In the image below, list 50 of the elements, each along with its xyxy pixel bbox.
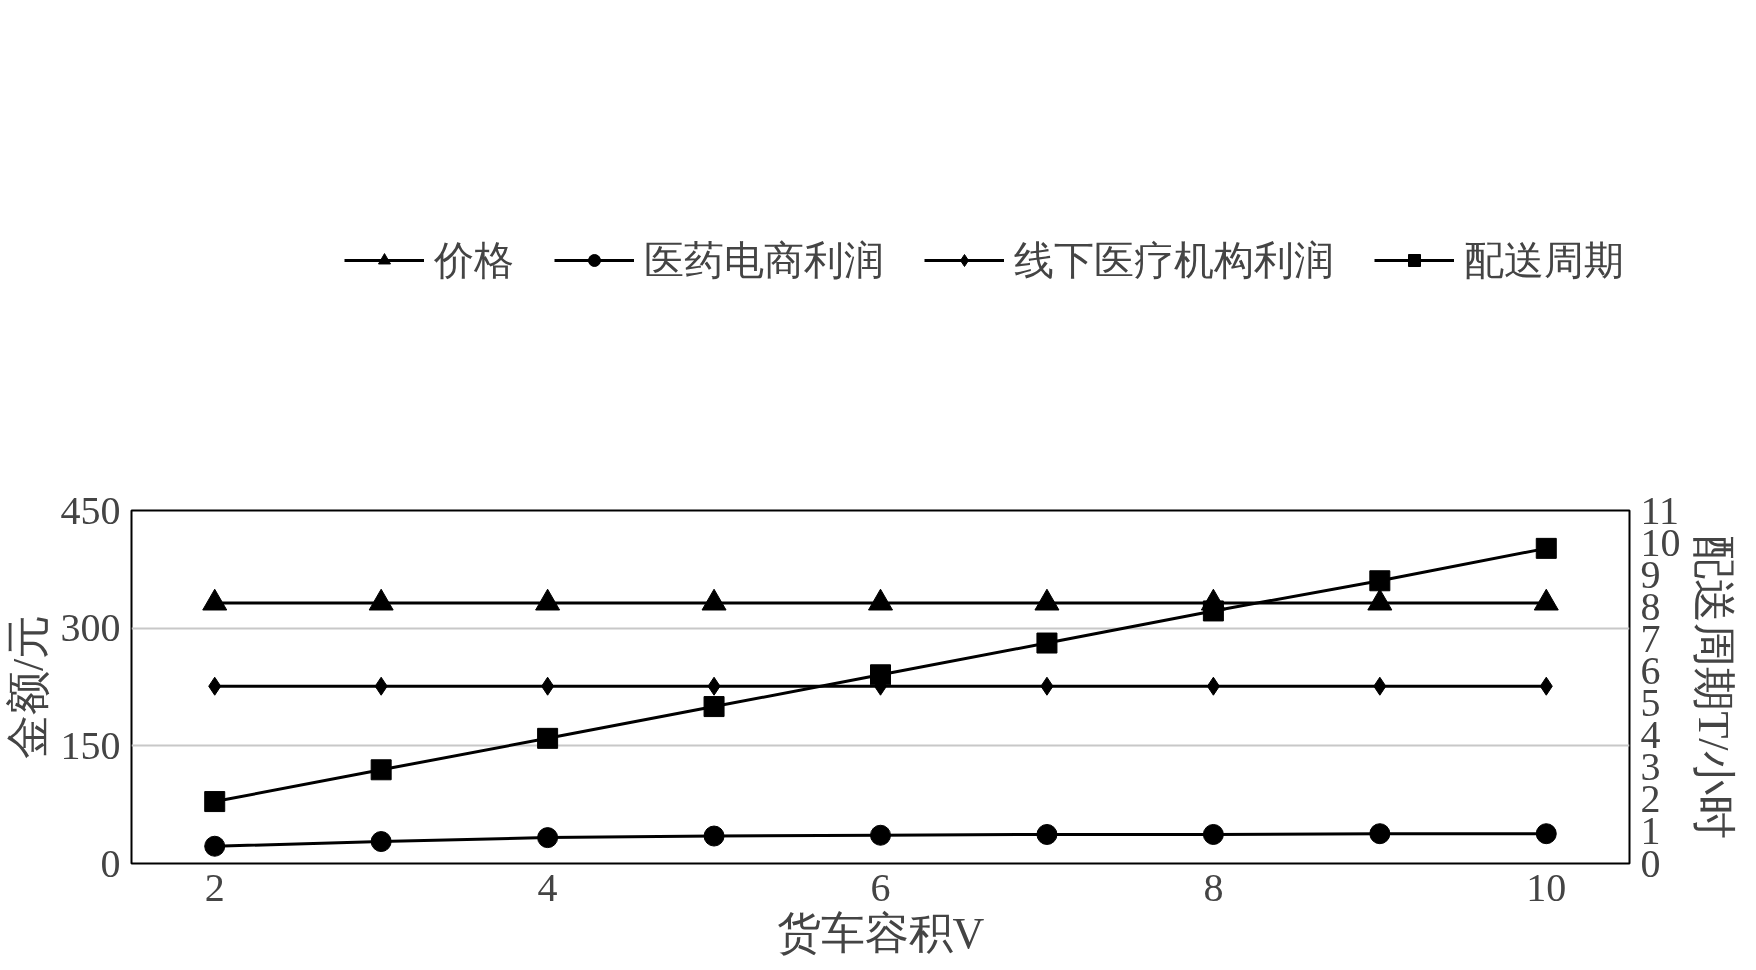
point: [537, 827, 559, 849]
y-tick-label: 0: [100, 840, 121, 886]
point: [1036, 632, 1058, 654]
point: [1367, 588, 1393, 611]
point: [204, 835, 226, 857]
point: [208, 676, 222, 696]
x-tick-label: 8: [1203, 864, 1224, 910]
y2-axis-title: 配送周期T/小时: [1688, 535, 1738, 839]
x-axis-title: 货车容积V: [776, 908, 985, 958]
point: [370, 831, 392, 853]
point: [1535, 823, 1557, 845]
point: [1202, 824, 1224, 845]
y-tick-label: 150: [60, 722, 121, 768]
y-tick-label: 300: [60, 605, 121, 651]
point: [1036, 824, 1058, 845]
point: [707, 676, 721, 696]
point: [204, 791, 226, 813]
x-tick-label: 2: [204, 864, 225, 910]
legend-label: 线下医疗机构利润: [1014, 236, 1334, 285]
point: [703, 825, 725, 847]
point: [374, 676, 388, 696]
point: [1369, 823, 1391, 845]
point: [870, 824, 891, 846]
point: [1206, 676, 1220, 696]
point: [370, 759, 392, 781]
legend-label: 配送周期: [1464, 236, 1624, 285]
point: [1373, 676, 1387, 696]
legend-label: 价格: [434, 236, 514, 285]
point: [701, 588, 727, 611]
point: [535, 588, 561, 611]
legend-label: 医药电商利润: [644, 236, 884, 285]
point: [1535, 537, 1557, 559]
point: [870, 664, 891, 686]
point: [868, 588, 893, 611]
x-tick-label: 10: [1526, 864, 1567, 910]
point: [1034, 588, 1060, 611]
y-axis-title: 金额/元: [3, 614, 53, 760]
point: [703, 696, 725, 718]
x-tick-label: 6: [870, 864, 891, 910]
y-tick-label: 450: [60, 487, 121, 533]
x-tick-label: 4: [537, 864, 558, 910]
point: [202, 588, 228, 611]
point: [541, 676, 555, 696]
point: [368, 588, 394, 611]
point: [1539, 676, 1553, 696]
point: [1040, 676, 1054, 696]
point: [1533, 588, 1559, 611]
point: [537, 727, 559, 749]
point: [1369, 570, 1391, 592]
point: [1202, 600, 1224, 622]
